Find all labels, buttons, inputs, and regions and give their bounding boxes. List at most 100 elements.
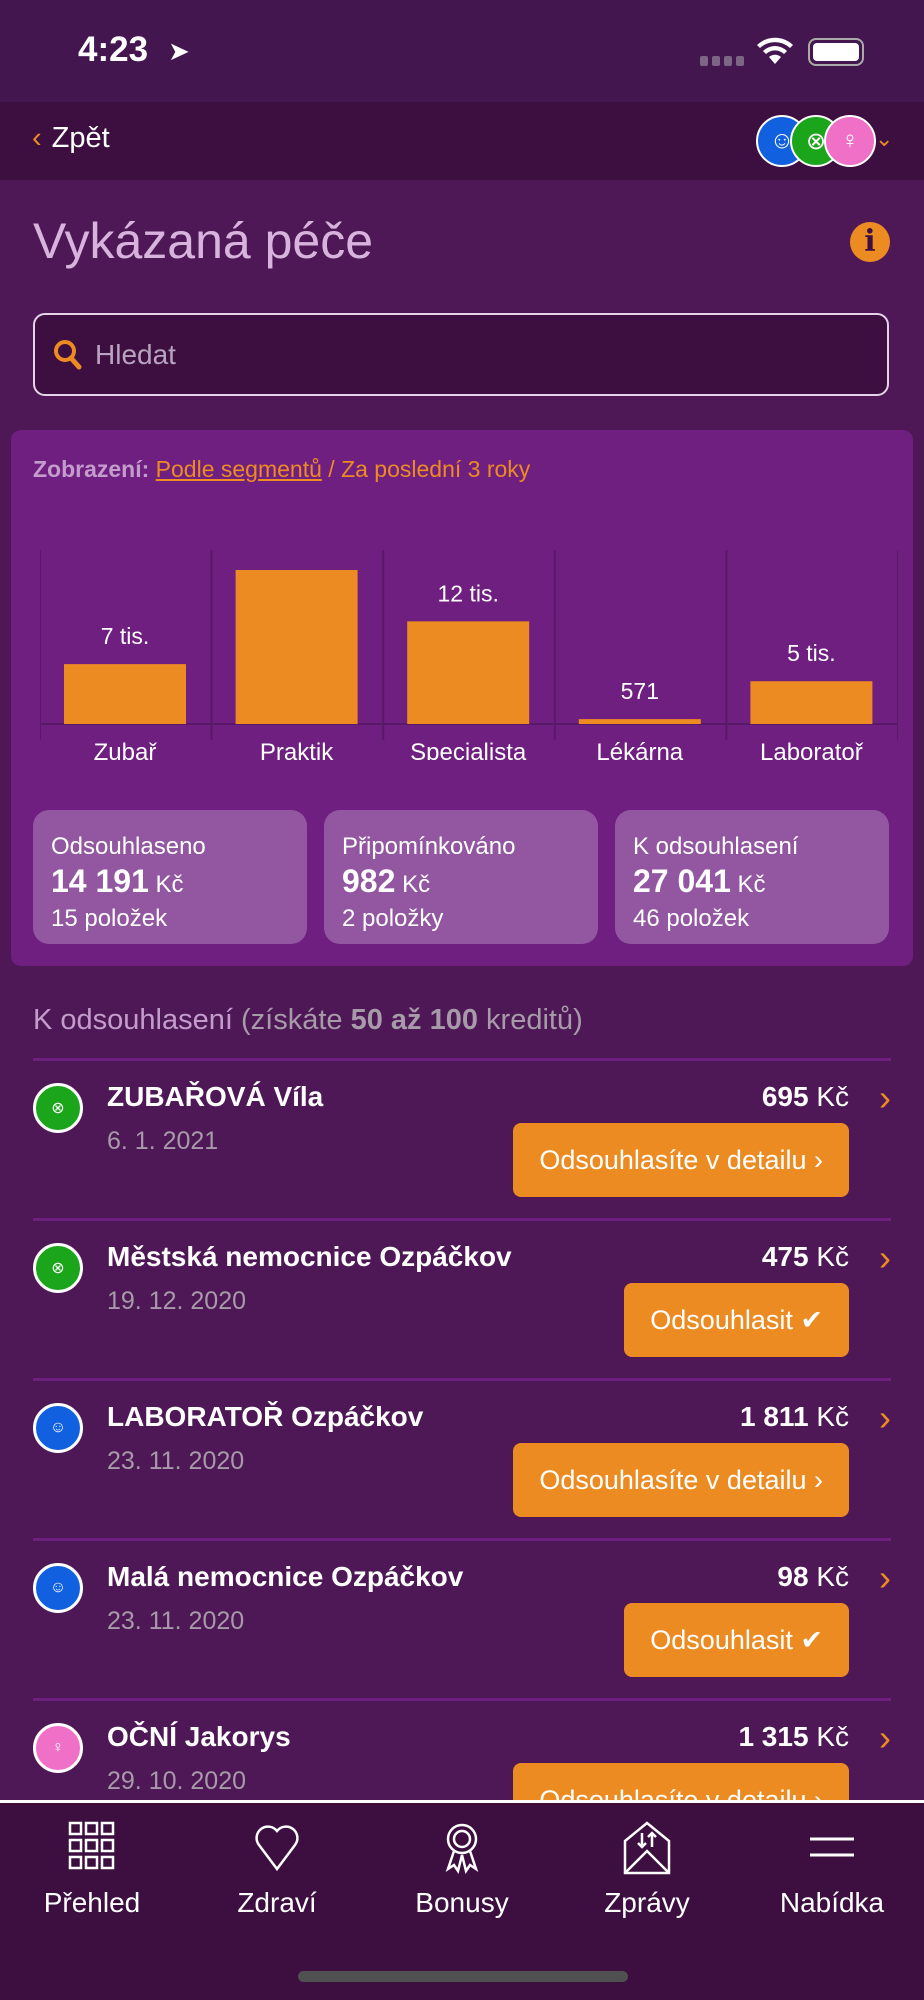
summary-label: Odsouhlaseno bbox=[51, 833, 206, 860]
item-date: 6. 1. 2021 bbox=[107, 1127, 219, 1155]
item-amount: 695 Kč bbox=[761, 1081, 849, 1112]
summary-count: 15 položek bbox=[51, 905, 168, 932]
tab-nabídka[interactable]: Nabídka bbox=[740, 1821, 924, 1919]
bar-Lékárna bbox=[578, 719, 701, 724]
search-field[interactable] bbox=[33, 313, 889, 396]
category-label: Praktik bbox=[260, 739, 334, 760]
list-item[interactable]: ⊗ ZUBAŘOVÁ Víla 6. 1. 2021 695 Kč › Odso… bbox=[33, 1058, 891, 1218]
award-icon bbox=[445, 1823, 479, 1875]
data-label: 7 tis. bbox=[101, 623, 150, 649]
approve-button[interactable]: Odsouhlasíte v detailu › bbox=[513, 1763, 849, 1800]
summary-box[interactable]: Odsouhlaseno 14 191 Kč 15 položek bbox=[33, 810, 307, 944]
tab-zprávy[interactable]: Zprávy bbox=[555, 1821, 739, 1919]
tab-bar: Přehled Zdraví Bonusy Zprávy Nabídka bbox=[0, 1800, 924, 2000]
approve-button[interactable]: Odsouhlasit ✔ bbox=[624, 1283, 849, 1357]
list-item[interactable]: ☺ Malá nemocnice Ozpáčkov 23. 11. 2020 9… bbox=[33, 1538, 891, 1698]
item-date: 23. 11. 2020 bbox=[107, 1447, 245, 1475]
chevron-right-icon[interactable]: › bbox=[879, 1397, 891, 1438]
approve-button[interactable]: Odsouhlasíte v detailu › bbox=[513, 1443, 849, 1517]
view-selector: Zobrazení: Podle segmentů / Za poslední … bbox=[33, 456, 530, 483]
summary-amount: 27 041 Kč bbox=[633, 863, 766, 899]
summary-label: Připomínkováno bbox=[342, 833, 516, 860]
dentist-icon: ⊗ bbox=[33, 1083, 83, 1133]
data-label: 12 tis. bbox=[438, 580, 499, 606]
data-label: 5 tis. bbox=[787, 640, 836, 666]
tab-zdraví[interactable]: Zdraví bbox=[185, 1821, 369, 1919]
section-note: (získáte bbox=[232, 1004, 351, 1036]
man-icon: ☺ bbox=[33, 1403, 83, 1453]
tab-label: Zdraví bbox=[237, 1887, 317, 1918]
provider-name: Malá nemocnice Ozpáčkov bbox=[107, 1561, 464, 1592]
approve-button[interactable]: Odsouhlasíte v detailu › bbox=[513, 1123, 849, 1197]
clock: 4:23 bbox=[78, 30, 149, 69]
section-note-end: kreditů) bbox=[477, 1004, 583, 1036]
info-icon[interactable]: i bbox=[850, 222, 890, 262]
dentist-icon: ⊗ bbox=[33, 1243, 83, 1293]
chevron-down-icon[interactable]: ⌄ bbox=[875, 126, 894, 151]
search-icon bbox=[54, 339, 82, 369]
list-item[interactable]: ☺ LABORATOŘ Ozpáčkov 23. 11. 2020 1 811 … bbox=[33, 1378, 891, 1538]
grid-icon bbox=[68, 1821, 115, 1870]
search-input[interactable] bbox=[95, 338, 855, 371]
chevron-right-icon[interactable]: › bbox=[879, 1717, 891, 1758]
category-label: Specialista bbox=[410, 739, 527, 760]
summary-count: 46 položek bbox=[633, 905, 750, 932]
care-list: ⊗ ZUBAŘOVÁ Víla 6. 1. 2021 695 Kč › Odso… bbox=[0, 1058, 924, 1800]
category-label: Lékárna bbox=[596, 739, 683, 760]
location-icon: ➤ bbox=[168, 36, 190, 66]
tab-label: Nabídka bbox=[779, 1887, 885, 1918]
status-bar: 4:23 ➤ bbox=[0, 0, 924, 102]
back-label: Zpět bbox=[51, 122, 110, 154]
wifi-icon bbox=[757, 37, 793, 64]
category-label: Laboratoř bbox=[760, 739, 864, 760]
view-link[interactable]: Podle segmentů bbox=[155, 456, 322, 482]
tab-přehled[interactable]: Přehled bbox=[0, 1821, 184, 1919]
provider-name: OČNÍ Jakorys bbox=[107, 1721, 291, 1752]
data-label: 571 bbox=[621, 678, 659, 704]
chevron-right-icon[interactable]: › bbox=[879, 1237, 891, 1278]
man-icon: ☺ bbox=[33, 1563, 83, 1613]
item-date: 23. 11. 2020 bbox=[107, 1607, 245, 1635]
back-button[interactable]: ‹ Zpět bbox=[32, 122, 110, 155]
provider-name: ZUBAŘOVÁ Víla bbox=[107, 1081, 324, 1112]
item-date: 29. 10. 2020 bbox=[107, 1767, 247, 1795]
data-label: 18 tis. bbox=[266, 550, 327, 555]
bar-Zubař bbox=[64, 664, 186, 724]
girl-icon: ♀ bbox=[33, 1723, 83, 1773]
summary-box[interactable]: Připomínkováno 982 Kč 2 položky bbox=[324, 810, 598, 944]
section-credits: 50 až 100 bbox=[350, 1004, 478, 1036]
provider-name: Městská nemocnice Ozpáčkov bbox=[107, 1241, 512, 1272]
tab-label: Přehled bbox=[43, 1887, 141, 1918]
summary-amount: 982 Kč bbox=[342, 863, 431, 899]
item-amount: 98 Kč bbox=[777, 1561, 849, 1592]
list-item[interactable]: ♀ OČNÍ Jakorys 29. 10. 2020 1 315 Kč › O… bbox=[33, 1698, 891, 1800]
page-title: Vykázaná péče bbox=[33, 213, 374, 269]
item-date: 19. 12. 2020 bbox=[107, 1287, 247, 1315]
tab-label: Bonusy bbox=[415, 1887, 509, 1918]
list-item[interactable]: ⊗ Městská nemocnice Ozpáčkov 19. 12. 202… bbox=[33, 1218, 891, 1378]
chevron-left-icon: ‹ bbox=[32, 122, 42, 154]
profile-switcher[interactable]: ☺ ⊗ ♀ bbox=[756, 115, 876, 167]
nav-bar: ‹ Zpět ☺ ⊗ ♀ ⌄ bbox=[0, 102, 924, 180]
summary-box[interactable]: K odsouhlasení 27 041 Kč 46 položek bbox=[615, 810, 889, 944]
chevron-right-icon[interactable]: › bbox=[879, 1077, 891, 1118]
summary-count: 2 položky bbox=[342, 905, 444, 932]
signal-icon bbox=[700, 56, 744, 66]
section-title: K odsouhlasení bbox=[33, 1004, 233, 1036]
mail-icon bbox=[623, 1821, 671, 1875]
summary-card: Zobrazení: Podle segmentů / Za poslední … bbox=[11, 430, 913, 966]
tab-label: Zprávy bbox=[604, 1887, 690, 1918]
home-indicator bbox=[298, 1971, 628, 1982]
heart-icon bbox=[255, 1825, 299, 1872]
summary-label: K odsouhlasení bbox=[633, 833, 799, 860]
provider-name: LABORATOŘ Ozpáčkov bbox=[107, 1401, 424, 1432]
period-link[interactable]: / Za poslední 3 roky bbox=[321, 456, 531, 482]
section-heading: K odsouhlasení (získáte 50 až 100 kredit… bbox=[33, 1004, 583, 1037]
approve-button[interactable]: Odsouhlasit ✔ bbox=[624, 1603, 849, 1677]
chevron-right-icon[interactable]: › bbox=[879, 1557, 891, 1598]
category-label: Zubař bbox=[94, 739, 158, 760]
tab-bonusy[interactable]: Bonusy bbox=[370, 1821, 554, 1919]
view-label: Zobrazení: bbox=[33, 456, 150, 482]
item-amount: 1 811 Kč bbox=[740, 1401, 849, 1432]
item-amount: 475 Kč bbox=[761, 1241, 849, 1272]
